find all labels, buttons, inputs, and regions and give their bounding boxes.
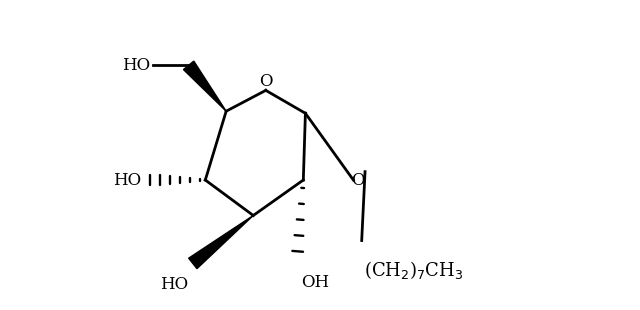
Polygon shape <box>184 61 226 111</box>
Text: HO: HO <box>161 276 189 293</box>
Polygon shape <box>189 215 253 269</box>
Text: HO: HO <box>113 171 141 188</box>
Text: O: O <box>351 171 365 188</box>
Text: O: O <box>259 73 273 90</box>
Text: OH: OH <box>301 274 330 291</box>
Text: HO: HO <box>122 57 150 74</box>
Text: (CH$_2$)$_7$CH$_3$: (CH$_2$)$_7$CH$_3$ <box>364 259 463 281</box>
